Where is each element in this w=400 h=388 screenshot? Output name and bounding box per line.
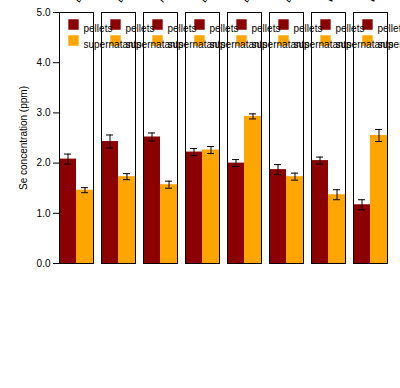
svg-text:supernatants: supernatants xyxy=(378,39,400,50)
svg-text:0.0: 0.0 xyxy=(37,258,51,269)
svg-text:W. cibaria 10: W. cibaria 10 xyxy=(323,0,362,4)
svg-text:2.0: 2.0 xyxy=(37,157,51,168)
svg-text:pellets: pellets xyxy=(210,23,239,34)
svg-text:supernatants: supernatants xyxy=(167,38,226,50)
svg-text:Lb. plantarum CRL 2030: Lb. plantarum CRL 2030 xyxy=(239,0,303,4)
svg-text:supernatants: supernatants xyxy=(293,38,352,50)
svg-text:supernatants: supernatants xyxy=(209,38,268,50)
svg-text:3.0: 3.0 xyxy=(37,107,51,118)
svg-text:supernatants: supernatants xyxy=(125,38,184,50)
svg-text:pellets: pellets xyxy=(126,23,155,34)
svg-text:4.0: 4.0 xyxy=(37,57,51,68)
svg-text:pellets: pellets xyxy=(294,23,323,34)
svg-text:Se concentration (ppm): Se concentration (ppm) xyxy=(18,86,29,190)
svg-text:pellets: pellets xyxy=(336,23,365,34)
svg-text:W. cibaria 25: W. cibaria 25 xyxy=(365,0,400,4)
svg-text:1.0: 1.0 xyxy=(37,208,51,219)
svg-text:supernatants: supernatants xyxy=(251,38,310,50)
svg-text:pellets: pellets xyxy=(168,23,197,34)
svg-text:supernatants: supernatants xyxy=(83,38,142,50)
svg-text:pellets: pellets xyxy=(84,23,113,34)
svg-text:pellets: pellets xyxy=(252,23,281,34)
svg-text:5.0: 5.0 xyxy=(37,7,51,18)
svg-text:pellets: pellets xyxy=(378,23,400,34)
